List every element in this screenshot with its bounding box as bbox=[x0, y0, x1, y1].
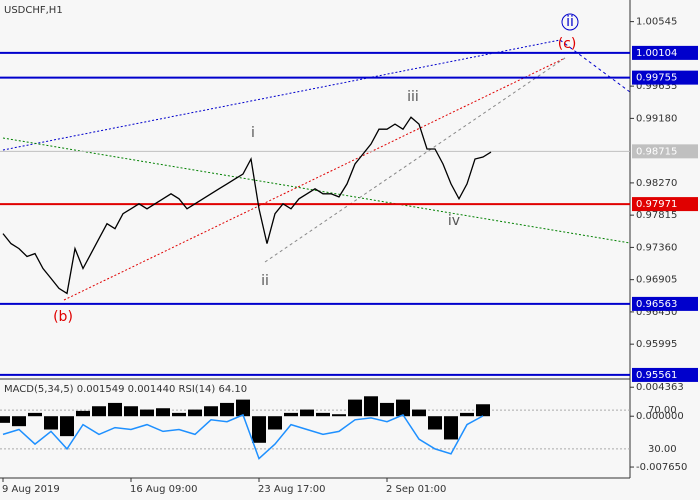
macd-bar bbox=[76, 410, 90, 417]
macd-bar bbox=[204, 406, 218, 417]
wave-label: (c) bbox=[558, 36, 577, 52]
indicator-title: MACD(5,34,5) 0.001549 0.001440 RSI(14) 6… bbox=[4, 384, 247, 395]
macd-bar bbox=[412, 409, 426, 417]
wave-label: (b) bbox=[53, 309, 73, 325]
macd-bar bbox=[236, 399, 250, 417]
y-tick-label: 0.97360 bbox=[636, 242, 677, 253]
y2-tick-label: 70.00 bbox=[648, 405, 677, 416]
y-tick-label: 0.99180 bbox=[636, 113, 677, 124]
price-line bbox=[2, 116, 492, 295]
chart-title: USDCHF,H1 bbox=[4, 5, 63, 16]
rsi-line bbox=[2, 413, 484, 460]
level-label: 0.98715 bbox=[636, 146, 677, 157]
macd-bar bbox=[332, 414, 346, 417]
y-tick-label: 1.00545 bbox=[636, 17, 677, 28]
wave-line bbox=[264, 57, 566, 263]
macd-bar bbox=[108, 402, 122, 417]
macd-bar bbox=[124, 406, 138, 417]
macd-bar bbox=[348, 399, 362, 417]
macd-bar bbox=[220, 402, 234, 417]
level-label: 1.00104 bbox=[636, 48, 677, 59]
wave-circle bbox=[561, 13, 579, 31]
macd-bar bbox=[252, 416, 266, 443]
wave-label: ii bbox=[566, 14, 574, 30]
macd-bar bbox=[0, 416, 10, 423]
macd-bar bbox=[188, 409, 202, 417]
macd-bar bbox=[268, 416, 282, 430]
trend-line bbox=[559, 39, 631, 93]
macd-bar bbox=[172, 412, 186, 417]
level-label-box bbox=[632, 197, 698, 212]
macd-bar bbox=[60, 416, 74, 437]
wave-line bbox=[63, 57, 566, 301]
macd-bar bbox=[44, 416, 58, 430]
y-tick-label: 0.97815 bbox=[636, 210, 677, 221]
y-tick-label: 0.000000 bbox=[636, 411, 684, 422]
macd-bar bbox=[380, 402, 394, 417]
macd-bar bbox=[28, 412, 42, 417]
level-label: 0.99755 bbox=[636, 73, 677, 84]
wave-label: i bbox=[251, 125, 255, 141]
macd-bar bbox=[476, 404, 490, 417]
y-tick-label: 0.99635 bbox=[636, 81, 677, 92]
x-tick-label: 23 Aug 17:00 bbox=[258, 484, 325, 495]
y-tick-label: -0.007650 bbox=[636, 462, 687, 473]
y-tick-label: 0.004363 bbox=[636, 382, 684, 393]
macd-bar bbox=[364, 396, 378, 417]
macd-bar bbox=[460, 412, 474, 417]
level-label-box bbox=[632, 70, 698, 85]
y-tick-label: 0.96905 bbox=[636, 275, 677, 286]
wave-label: iii bbox=[407, 89, 419, 105]
level-label: 0.95561 bbox=[636, 370, 677, 381]
macd-bar bbox=[92, 406, 106, 417]
macd-bar bbox=[140, 409, 154, 417]
y-tick-label: 0.98270 bbox=[636, 178, 677, 189]
x-tick-label: 16 Aug 09:00 bbox=[130, 484, 197, 495]
macd-bar bbox=[444, 416, 458, 440]
level-label-box bbox=[632, 367, 698, 382]
y-tick-label: 0.96450 bbox=[636, 307, 677, 318]
macd-bar bbox=[428, 416, 442, 430]
macd-bar bbox=[316, 412, 330, 417]
wave-label: ii bbox=[261, 273, 269, 289]
level-label-box bbox=[632, 45, 698, 60]
x-tick-label: 2 Sep 01:00 bbox=[386, 484, 446, 495]
level-label-box bbox=[632, 144, 698, 159]
trend-line bbox=[2, 39, 561, 151]
macd-bar bbox=[156, 408, 170, 417]
wave-label: iv bbox=[448, 213, 460, 229]
level-label: 0.97971 bbox=[636, 199, 677, 210]
macd-bar bbox=[12, 416, 26, 427]
level-label: 0.96563 bbox=[636, 299, 677, 310]
y-tick-label: 0.95995 bbox=[636, 339, 677, 350]
macd-bar bbox=[284, 412, 298, 417]
level-label-box bbox=[632, 296, 698, 311]
macd-bar bbox=[396, 399, 410, 417]
x-tick-label: 9 Aug 2019 bbox=[2, 484, 60, 495]
y2-tick-label: 30.00 bbox=[648, 444, 677, 455]
macd-bar bbox=[300, 409, 314, 417]
